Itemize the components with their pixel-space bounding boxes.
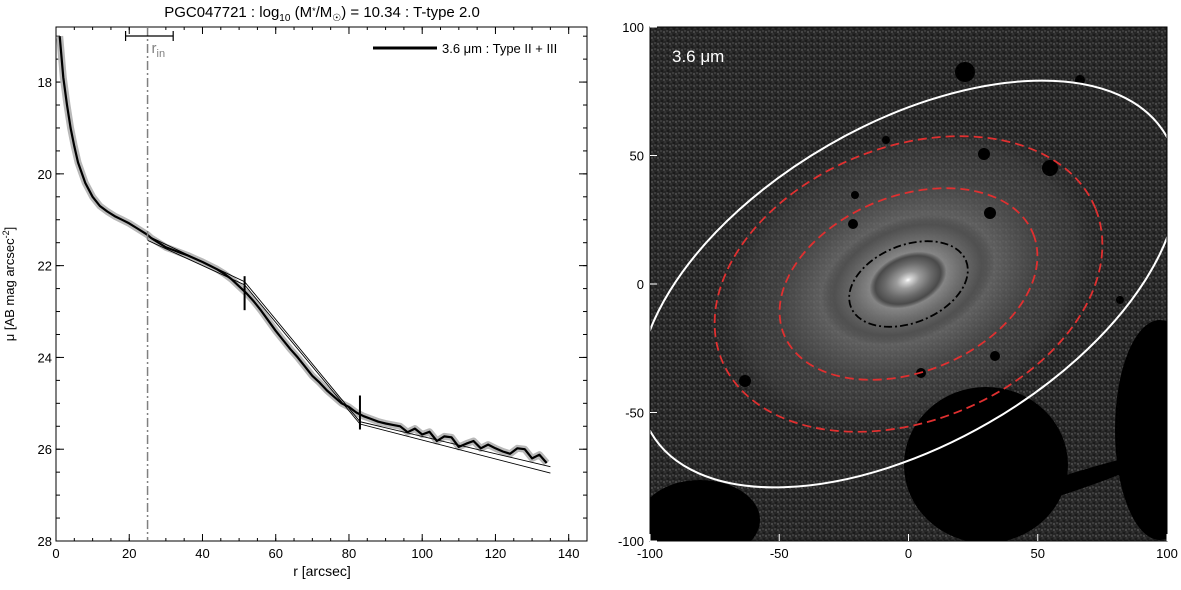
x-tick-label: 40 <box>195 546 209 561</box>
x-tick-label: 60 <box>268 546 282 561</box>
bar-ellipse <box>848 240 969 328</box>
fit-line <box>147 239 551 474</box>
x-axis-label: r [arcsec] <box>293 563 351 579</box>
legend-label: 3.6 μm : Type II + III <box>442 41 557 56</box>
x-tick-label: 80 <box>342 546 356 561</box>
image-y-tick-label: -50 <box>625 406 644 421</box>
x-tick-label: 120 <box>485 546 507 561</box>
image-x-tick-label: -50 <box>770 546 789 561</box>
image-axis-ticks: -100 -50 0 50 100 -100 -50 0 50 100 <box>618 20 1178 561</box>
profile-chart: PGC047721 : log10 (M*/M☉) = 10.34 : T-ty… <box>1 4 588 579</box>
image-y-tick-label: 50 <box>630 149 644 164</box>
x-tick-label: 0 <box>52 546 59 561</box>
x-tick-label: 100 <box>411 546 433 561</box>
image-band-label: 3.6 μm <box>672 47 724 66</box>
y-tick-label: 22 <box>38 259 52 274</box>
r-in-label: rin <box>152 40 166 60</box>
chart-title: PGC047721 : log10 (M*/M☉) = 10.34 : T-ty… <box>164 4 480 24</box>
image-x-tick-label: 100 <box>1156 546 1178 561</box>
fit-line <box>147 235 551 468</box>
profile-axis-ticks: 0 20 40 60 80 100 120 140 18 20 22 24 26 28 <box>38 27 588 561</box>
galaxy-light <box>710 122 1106 438</box>
y-tick-label: 26 <box>38 442 52 457</box>
y-tick-label: 18 <box>38 75 52 90</box>
masked-regions <box>650 62 1167 541</box>
image-x-tick-label: 0 <box>905 546 912 561</box>
image-y-tick-label: 0 <box>637 277 644 292</box>
x-tick-label: 140 <box>558 546 580 561</box>
isophote-ellipse <box>778 187 1039 381</box>
image-x-tick-label: 50 <box>1031 546 1045 561</box>
y-tick-label: 24 <box>38 350 52 365</box>
y-axis-label: μ [AB mag arcsec-2] <box>1 227 17 342</box>
r-in-subscript: in <box>157 48 166 60</box>
profile-line <box>58 36 548 464</box>
profile-annotations: rin <box>124 27 361 541</box>
x-tick-label: 20 <box>122 546 136 561</box>
profile-series <box>56 35 551 474</box>
profile-error-band <box>56 35 550 466</box>
image-y-tick-label: -100 <box>618 534 644 549</box>
y-tick-label: 28 <box>38 534 52 549</box>
image-y-tick-label: 100 <box>622 20 644 35</box>
galaxy-image-panel: -100 -50 0 50 100 -100 -50 0 50 100 3.6 μm <box>618 20 1178 561</box>
profile-plot-frame <box>55 26 588 542</box>
y-tick-label: 20 <box>38 167 52 182</box>
image-x-tick-label: -100 <box>637 546 663 561</box>
isophote-ellipses <box>650 79 1167 489</box>
outer-ellipse <box>650 79 1167 489</box>
isophote-ellipse <box>713 135 1104 433</box>
